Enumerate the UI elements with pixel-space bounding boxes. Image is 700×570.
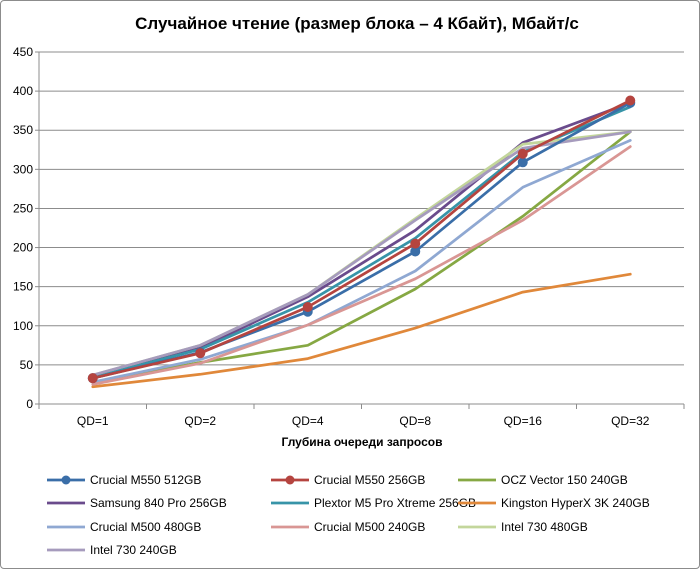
- data-point: [87, 373, 98, 384]
- series-8: [91, 130, 632, 377]
- y-tick-label: 0: [26, 397, 33, 411]
- series-line: [91, 272, 632, 389]
- x-tick-label: QD=4: [292, 414, 324, 428]
- legend-label: Crucial M500 240GB: [314, 520, 425, 534]
- legend-label: Kingston HyperX 3K 240GB: [501, 496, 650, 510]
- series-6: [91, 139, 632, 384]
- legend-label: Crucial M550 256GB: [314, 473, 425, 487]
- series-line: [91, 145, 632, 386]
- y-tick-label: 400: [13, 84, 33, 98]
- y-tick-label: 50: [20, 358, 34, 372]
- series-line: [91, 139, 632, 384]
- data-point: [302, 302, 313, 313]
- y-tick-label: 200: [13, 241, 33, 255]
- data-point: [517, 148, 528, 159]
- y-tick-label: 150: [13, 280, 33, 294]
- series-1: [87, 95, 636, 384]
- legend-entry: Crucial M500 480GB: [47, 520, 201, 534]
- x-axis-title: Глубина очереди запросов: [281, 435, 442, 449]
- y-tick-label: 100: [13, 319, 33, 333]
- x-tick-label: QD=8: [399, 414, 431, 428]
- axes: [35, 51, 685, 409]
- y-tick-label: 350: [13, 123, 33, 137]
- series-9: [91, 130, 632, 377]
- chart-title: Случайное чтение (размер блока – 4 Кбайт…: [135, 14, 579, 33]
- legend-entry: Plextor M5 Pro Xtreme 256GB: [271, 496, 476, 510]
- series-3: [91, 101, 632, 378]
- series-line: [91, 101, 632, 378]
- y-tick-label: 250: [13, 201, 33, 215]
- legend-entry: Samsung 840 Pro 256GB: [47, 496, 227, 510]
- legend-marker: [285, 475, 295, 485]
- legend-label: Intel 730 240GB: [90, 543, 177, 557]
- legend-label: Crucial M550 512GB: [90, 473, 201, 487]
- series-line: [91, 130, 632, 377]
- legend-entry: Kingston HyperX 3K 240GB: [458, 496, 650, 510]
- legend-label: OCZ Vector 150 240GB: [501, 473, 628, 487]
- x-tick-label: QD=1: [77, 414, 109, 428]
- y-tick-label: 450: [13, 45, 33, 59]
- data-point: [625, 95, 636, 106]
- legend-entry: Crucial M550 512GB: [47, 473, 201, 487]
- data-point: [517, 157, 528, 168]
- legend-label: Plextor M5 Pro Xtreme 256GB: [314, 496, 476, 510]
- legend-marker: [61, 475, 71, 485]
- series-line: [91, 99, 632, 380]
- series-5: [91, 272, 632, 389]
- legend: Crucial M550 512GB Crucial M550 256GB OCZ …: [47, 473, 650, 557]
- legend-entry: Crucial M500 240GB: [271, 520, 425, 534]
- x-tick-label: QD=2: [184, 414, 216, 428]
- series-7: [91, 145, 632, 386]
- gridlines: [39, 51, 684, 366]
- data-point: [410, 238, 421, 249]
- legend-entry: Intel 730 240GB: [47, 543, 177, 557]
- legend-entry: Crucial M550 256GB: [271, 473, 425, 487]
- series-lines: [87, 95, 636, 389]
- legend-entry: OCZ Vector 150 240GB: [458, 473, 628, 487]
- x-tick-label: QD=16: [504, 414, 543, 428]
- y-axis-ticks: 0 50 100 150 200 250 300 350 400 450: [13, 45, 33, 411]
- legend-label: Crucial M500 480GB: [90, 520, 201, 534]
- x-axis-ticks: QD=1 QD=2 QD=4 QD=8 QD=16 QD=32: [77, 414, 650, 428]
- legend-label: Intel 730 480GB: [501, 520, 588, 534]
- legend-label: Samsung 840 Pro 256GB: [90, 496, 227, 510]
- legend-entry: Intel 730 480GB: [458, 520, 588, 534]
- y-tick-label: 300: [13, 162, 33, 176]
- data-point: [195, 348, 206, 359]
- x-tick-label: QD=32: [611, 414, 650, 428]
- series-line: [91, 130, 632, 377]
